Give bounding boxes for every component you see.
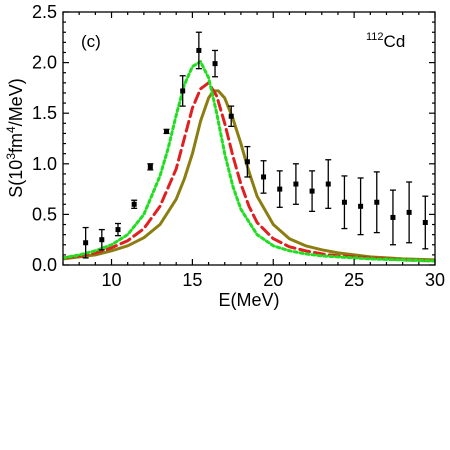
data-marker	[228, 113, 234, 119]
nucleus-label: 112Cd	[366, 31, 405, 51]
data-point	[357, 177, 364, 236]
data-point	[244, 145, 251, 178]
data-point	[325, 159, 332, 209]
data-marker	[196, 47, 202, 53]
y-tick-label: 2.0	[32, 53, 57, 73]
data-point	[292, 163, 299, 205]
nucleus-mass: 112	[366, 31, 384, 43]
data-marker	[374, 199, 380, 205]
data-point	[422, 195, 429, 250]
data-point	[147, 163, 154, 171]
data-marker	[99, 237, 105, 243]
panel-label: (c)	[81, 32, 101, 51]
data-marker	[390, 214, 396, 220]
data-point	[406, 181, 413, 244]
y-tick-label: 0.5	[32, 204, 57, 224]
data-marker	[341, 199, 347, 205]
y-axis-title-suffix: /MeV)	[6, 78, 26, 126]
data-point	[260, 160, 267, 194]
y-tick-label: 0.0	[32, 255, 57, 275]
y-tick-label: 1.0	[32, 154, 57, 174]
y-axis-title-exp2: 4	[4, 126, 18, 133]
data-marker	[358, 203, 364, 209]
data-point	[373, 171, 380, 234]
nucleus-element: Cd	[384, 32, 406, 51]
data-marker	[180, 88, 186, 94]
y-axis-title-exp1: 3	[4, 153, 18, 160]
plot-frame	[62, 11, 436, 266]
data-marker	[325, 181, 331, 187]
x-tick-label: 20	[263, 270, 283, 290]
data-marker	[164, 128, 170, 134]
data-marker	[309, 188, 315, 194]
data-marker	[83, 240, 89, 246]
data-marker	[131, 201, 137, 207]
data-marker	[261, 174, 267, 180]
data-point	[131, 199, 138, 209]
data-point	[179, 75, 186, 107]
data-marker	[115, 227, 121, 233]
x-tick-label: 15	[182, 270, 202, 290]
data-point	[163, 128, 170, 135]
data-marker	[422, 219, 428, 225]
data-marker	[147, 164, 153, 170]
data-point	[82, 226, 89, 259]
y-tick-label: 2.5	[32, 2, 57, 22]
data-marker	[244, 159, 250, 165]
x-axis-title: E(MeV)	[218, 290, 279, 310]
data-marker	[277, 186, 283, 192]
data-point	[114, 222, 121, 237]
y-axis-title-middle: fm	[6, 133, 26, 153]
y-axis-title: S(103fm4/MeV)	[4, 78, 26, 197]
data-point	[276, 170, 283, 208]
x-tick-label: 25	[344, 270, 364, 290]
x-tick-label: 30	[425, 270, 445, 290]
data-marker	[406, 209, 412, 215]
y-tick-label: 1.5	[32, 103, 57, 123]
data-point	[341, 175, 348, 230]
data-point	[195, 31, 202, 70]
axis-tick-labels: 10 15 20 25 30 0.0 0.5 1.0 1.5 2.0 2.5	[32, 2, 445, 290]
data-marker	[212, 61, 218, 67]
model-curves	[63, 60, 435, 263]
data-point	[309, 170, 316, 213]
data-point	[228, 105, 235, 128]
curve-dotted	[63, 60, 435, 263]
axis-ticks	[62, 11, 436, 266]
x-tick-label: 10	[102, 270, 122, 290]
experimental-points	[82, 31, 429, 259]
data-point	[212, 49, 219, 78]
y-axis-title-prefix: S(10	[6, 160, 26, 198]
curve-solid	[63, 89, 435, 262]
data-point	[98, 228, 105, 251]
data-point	[389, 189, 396, 246]
data-marker	[293, 181, 299, 187]
